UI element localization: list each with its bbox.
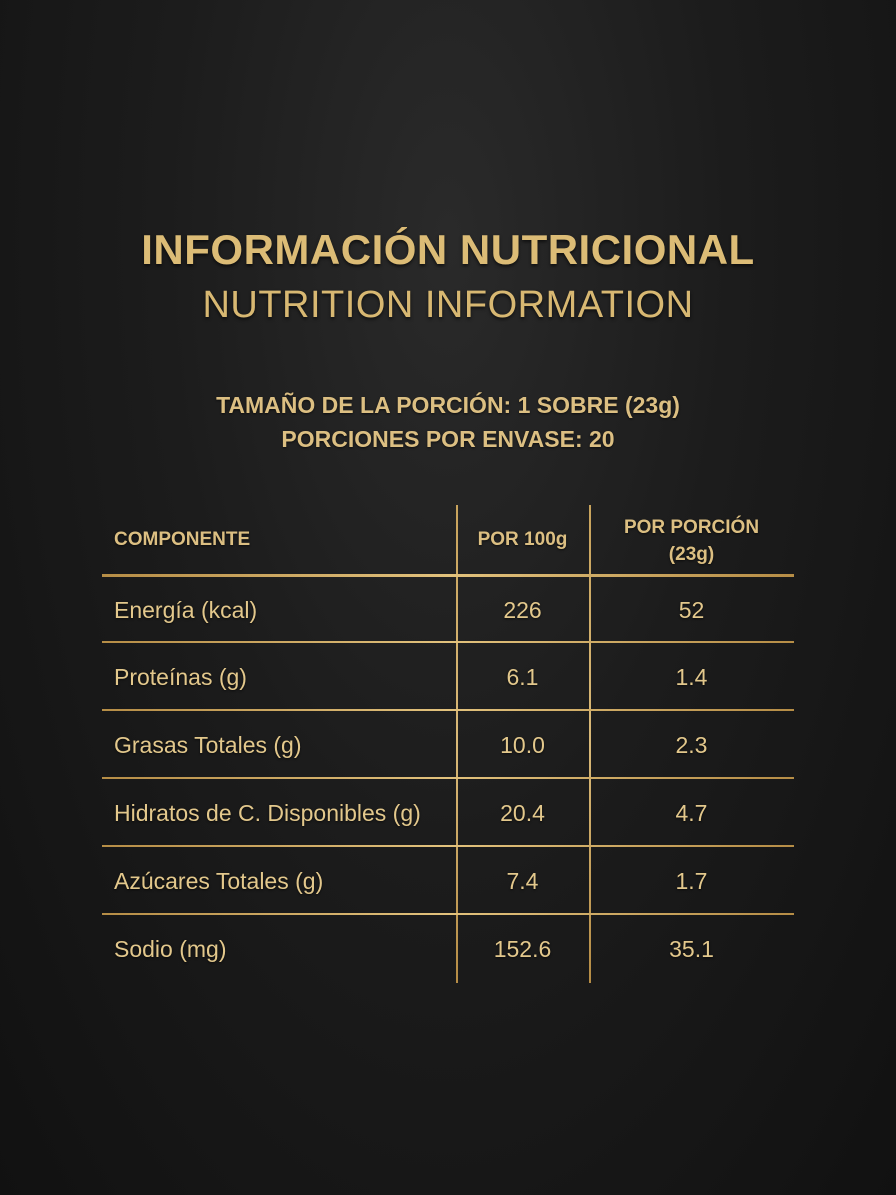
value-per-portion: 2.3 [675, 732, 708, 758]
value-per-portion: 52 [678, 597, 705, 623]
header-per-portion-size: (23g) [668, 544, 715, 565]
table-row: Energía (kcal) 226 52 [102, 576, 794, 644]
row-divider [102, 777, 794, 779]
value-per-100g: 20.4 [500, 800, 545, 826]
value-per-portion: 1.7 [675, 868, 708, 894]
nutrient-name: Hidratos de C. Disponibles (g) [114, 800, 421, 826]
value-per-portion: 4.7 [675, 800, 708, 826]
nutrient-name: Azúcares Totales (g) [114, 868, 324, 894]
table-row: Hidratos de C. Disponibles (g) 20.4 4.7 [102, 779, 794, 847]
column-divider [456, 505, 458, 983]
table-row: Grasas Totales (g) 10.0 2.3 [102, 711, 794, 779]
value-per-100g: 152.6 [493, 936, 552, 962]
table-row: Azúcares Totales (g) 7.4 1.7 [102, 847, 794, 915]
nutrient-name: Grasas Totales (g) [114, 732, 302, 758]
header-component: COMPONENTE [114, 529, 251, 550]
table-row: Sodio (mg) 152.6 35.1 [102, 915, 794, 983]
value-per-portion: 1.4 [675, 664, 708, 690]
title-spanish: INFORMACIÓN NUTRICIONAL [141, 226, 755, 273]
row-divider [102, 641, 794, 643]
header-divider [102, 574, 794, 577]
table-row: Proteínas (g) 6.1 1.4 [102, 643, 794, 711]
header-per-100g: POR 100g [477, 529, 568, 550]
row-divider [102, 709, 794, 711]
value-per-100g: 226 [503, 597, 542, 623]
row-divider [102, 845, 794, 847]
row-divider [102, 913, 794, 915]
header-per-portion-label: POR PORCIÓN [623, 517, 760, 538]
value-per-100g: 7.4 [506, 868, 539, 894]
header-per-portion: POR PORCIÓN (23g) [589, 514, 794, 568]
column-divider [589, 505, 591, 983]
nutrient-name: Proteínas (g) [114, 664, 247, 690]
serving-size: TAMAÑO DE LA PORCIÓN: 1 SOBRE (23g) [216, 392, 680, 418]
nutrition-table: COMPONENTE POR 100g POR PORCIÓN (23g) En… [102, 505, 794, 983]
value-per-100g: 10.0 [500, 732, 545, 758]
nutrient-name: Sodio (mg) [114, 936, 227, 962]
servings-per-package: PORCIONES POR ENVASE: 20 [281, 426, 615, 452]
value-per-portion: 35.1 [669, 936, 714, 962]
value-per-100g: 6.1 [506, 664, 539, 690]
title-english: NUTRITION INFORMATION [202, 284, 694, 326]
nutrient-name: Energía (kcal) [114, 597, 258, 623]
